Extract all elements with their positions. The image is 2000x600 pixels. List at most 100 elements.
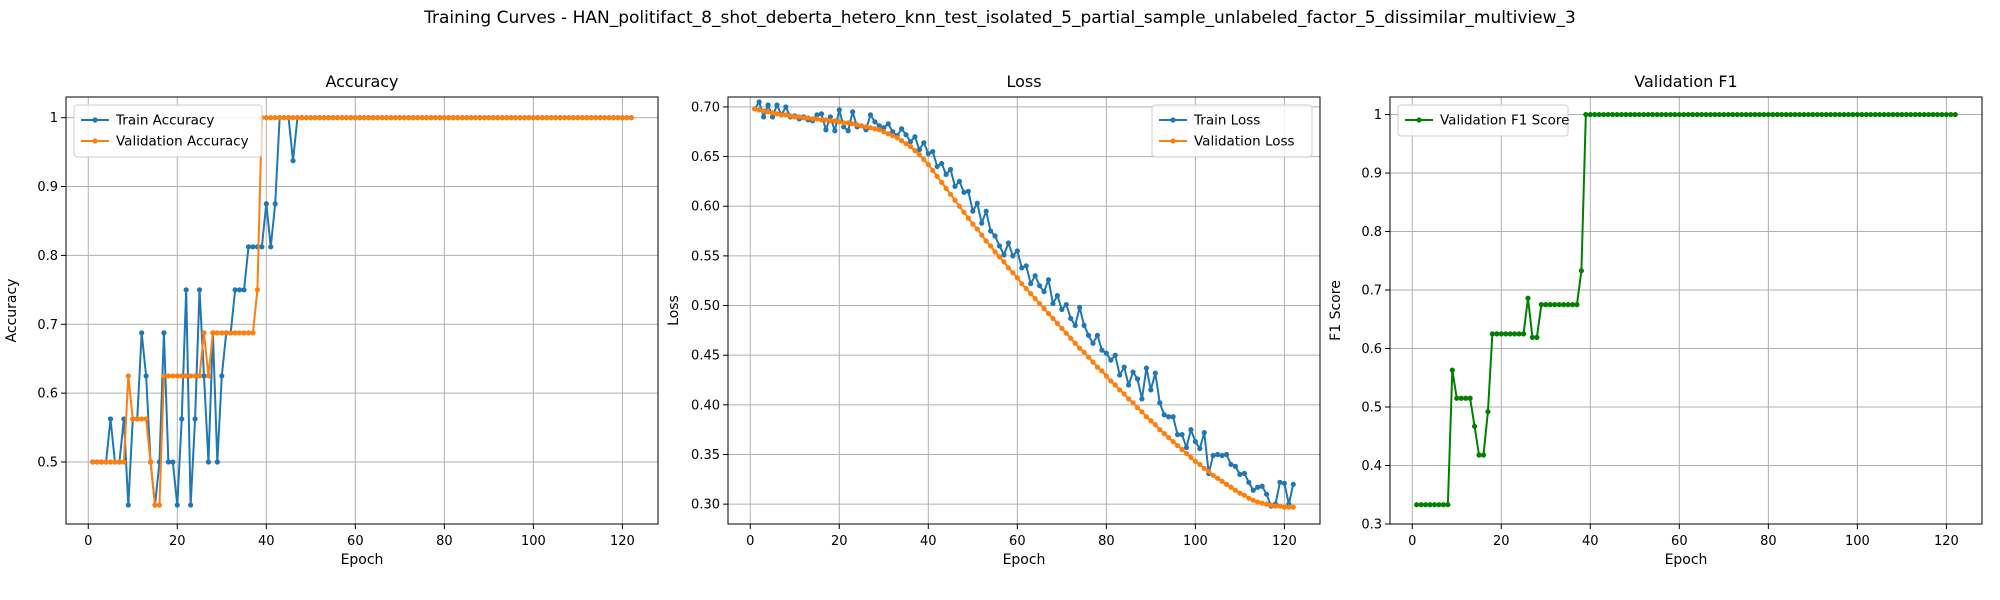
data-point (1263, 501, 1270, 507)
data-point (397, 115, 403, 121)
x-tick-label: 120 (1272, 534, 1297, 549)
data-point (1223, 451, 1230, 458)
data-point (201, 373, 207, 379)
data-point (845, 128, 851, 134)
data-point (974, 226, 980, 232)
data-point (1618, 111, 1625, 118)
data-point (1601, 111, 1607, 118)
legend: Validation F1 Score (1397, 104, 1569, 137)
data-point (236, 330, 243, 336)
data-point (1672, 111, 1678, 118)
data-point (890, 129, 896, 135)
data-point (1658, 111, 1665, 118)
legend-swatch-marker (1170, 138, 1176, 144)
panel-2: 0 20 40 60 80 100 120 0.30 0.35 0.40 0.45 0.50 0.55 0… (666, 72, 1321, 568)
x-tick-label: 100 (1845, 534, 1870, 549)
data-point (1197, 461, 1203, 468)
data-point (947, 191, 954, 197)
data-point (281, 115, 287, 121)
data-point (930, 167, 936, 174)
data-point (796, 114, 802, 120)
x-tick-label: 40 (1582, 534, 1599, 549)
data-point (1232, 463, 1239, 469)
data-point (1126, 396, 1132, 402)
data-point (1716, 111, 1722, 118)
data-point (1290, 481, 1296, 487)
legend-label: Validation F1 Score (1440, 113, 1569, 129)
data-point (921, 156, 927, 163)
data-point (1072, 322, 1078, 328)
data-point (1250, 487, 1256, 493)
data-point (388, 115, 394, 121)
data-point (939, 160, 945, 167)
y-tick-label: 1 (50, 111, 58, 126)
data-point (1623, 111, 1629, 118)
data-point (570, 115, 577, 121)
data-point (965, 188, 971, 194)
data-point (268, 115, 274, 121)
data-point (1690, 111, 1696, 118)
data-point (392, 115, 398, 121)
y-tick-label: 0.3 (1361, 518, 1382, 533)
data-point (1792, 111, 1798, 118)
data-point (196, 287, 203, 293)
data-point (752, 106, 758, 112)
data-point (952, 183, 958, 189)
data-point (1166, 414, 1172, 420)
data-point (894, 135, 900, 141)
data-point (872, 126, 878, 132)
data-point (832, 118, 838, 124)
y-tick-label: 0.45 (691, 349, 720, 364)
y-tick-label: 0.40 (691, 398, 720, 413)
data-point (761, 114, 767, 120)
data-point (769, 114, 776, 120)
data-point (464, 115, 470, 121)
data-point (472, 115, 479, 121)
data-point (99, 459, 105, 465)
data-point (1832, 111, 1838, 118)
data-point (535, 115, 541, 121)
data-point (1859, 111, 1865, 118)
data-point (94, 459, 100, 465)
data-point (1090, 359, 1096, 365)
y-tick-label: 0.8 (1361, 225, 1382, 240)
data-point (1232, 487, 1239, 493)
data-point (943, 171, 949, 178)
data-point (1467, 395, 1473, 401)
data-point (961, 189, 967, 195)
data-point (139, 416, 145, 422)
y-tick-label: 0.7 (37, 318, 58, 333)
panel-title: Validation F1 (1634, 72, 1737, 91)
data-point (1112, 352, 1118, 358)
data-point (459, 115, 465, 121)
x-tick-label: 80 (1098, 534, 1115, 549)
data-point (174, 373, 180, 379)
y-tick-label: 0.50 (691, 299, 720, 314)
data-point (214, 330, 220, 336)
data-point (1730, 111, 1736, 118)
data-point (268, 244, 274, 250)
data-point (593, 115, 599, 121)
data-point (867, 112, 874, 118)
data-point (1215, 475, 1221, 481)
data-point (125, 502, 131, 508)
data-point (1863, 111, 1869, 118)
data-point (1463, 395, 1469, 401)
data-point (787, 113, 793, 119)
data-point (232, 330, 238, 336)
data-point (1828, 111, 1834, 118)
data-point (130, 416, 136, 422)
data-point (290, 158, 296, 164)
data-point (1925, 111, 1932, 118)
data-point (419, 115, 425, 121)
x-axis-label: Epoch (341, 552, 384, 568)
data-point (934, 173, 940, 180)
data-point (606, 115, 612, 121)
data-point (1161, 431, 1167, 437)
data-point (441, 115, 447, 121)
x-tick-label: 80 (1760, 534, 1777, 549)
data-point (544, 115, 550, 121)
data-point (294, 115, 301, 121)
panel-1: 0 20 40 60 80 100 120 0.5 0.6 0.7 0.8 0.9 1 Accuracy E… (4, 72, 659, 568)
data-point (1854, 111, 1860, 118)
